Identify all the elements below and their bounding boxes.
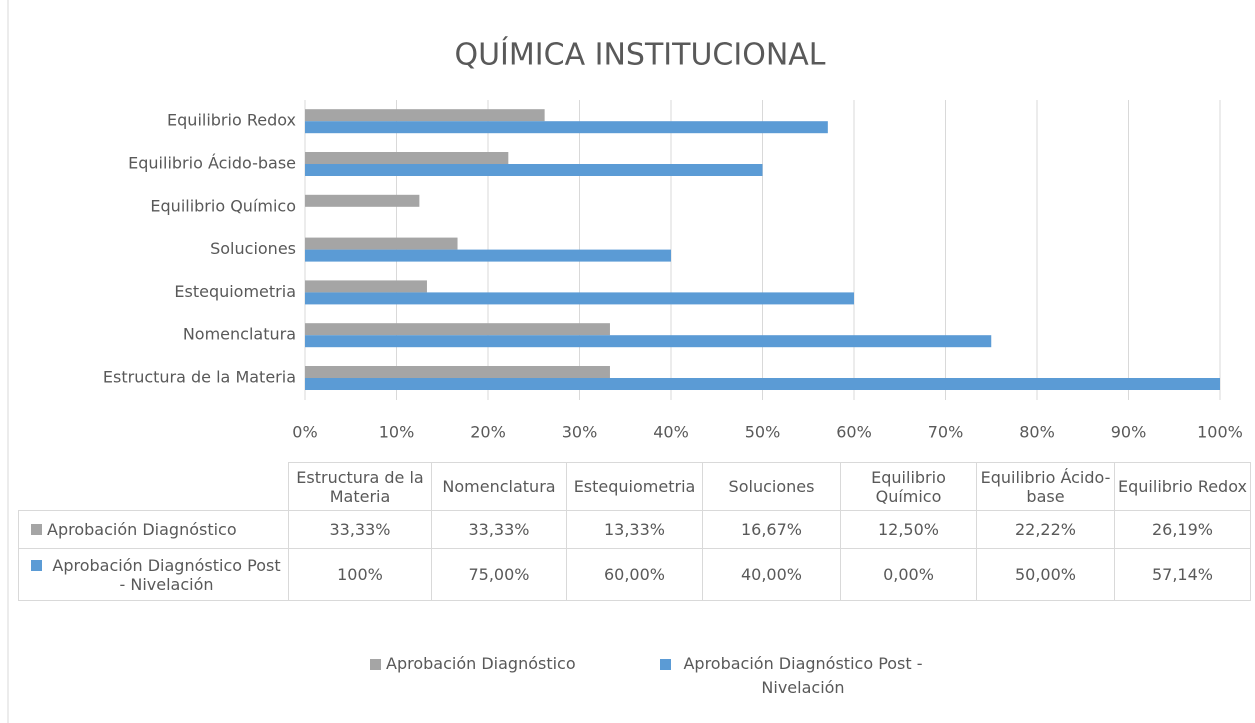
bar — [305, 378, 1220, 390]
y-tick-label: Nomenclatura — [183, 325, 296, 344]
bar — [305, 164, 763, 176]
table-header: Soluciones — [702, 462, 841, 511]
legend-label: Aprobación Diagnóstico Post - Nivelación — [683, 654, 923, 697]
legend-key — [660, 659, 671, 670]
table-row-header: Aprobación Diagnóstico — [18, 510, 289, 549]
bar — [305, 249, 671, 262]
y-tick-label: Equilibrio Ácido-base — [128, 154, 296, 173]
series-name: Aprobación Diagnóstico — [47, 520, 237, 539]
table-value: 16,67% — [702, 510, 841, 549]
table-header: Estequiometria — [566, 462, 703, 511]
table-value: 100% — [288, 548, 432, 601]
x-tick-label: 100% — [1197, 423, 1243, 442]
x-tick-label: 90% — [1111, 423, 1147, 442]
legend-key — [31, 524, 42, 535]
table-value: 57,14% — [1114, 548, 1251, 601]
x-tick-label: 60% — [836, 423, 872, 442]
table-value: 50,00% — [976, 548, 1115, 601]
y-tick-label: Soluciones — [210, 239, 296, 258]
bar — [305, 152, 509, 164]
legend-label: Aprobación Diagnóstico — [386, 654, 576, 673]
bar — [305, 280, 427, 293]
bar — [305, 237, 458, 250]
bar — [305, 335, 992, 348]
legend-item: Aprobación Diagnóstico Post - Nivelación — [660, 652, 930, 700]
bar — [305, 292, 854, 305]
table-header: Equilibrio Químico — [840, 462, 977, 511]
chart-title: QUÍMICA INSTITUCIONAL — [454, 37, 825, 73]
y-tick-label: Equilibrio Redox — [167, 111, 296, 130]
table-value: 13,33% — [566, 510, 703, 549]
table-value: 75,00% — [431, 548, 567, 601]
table-value: 40,00% — [702, 548, 841, 601]
legend-key — [31, 560, 42, 571]
table-value: 22,22% — [976, 510, 1115, 549]
table-header: Nomenclatura — [431, 462, 567, 511]
bar — [305, 366, 610, 378]
table-value: 33,33% — [288, 510, 432, 549]
legend-item: Aprobación Diagnóstico — [370, 652, 630, 676]
x-tick-label: 70% — [928, 423, 964, 442]
table-value: 33,33% — [431, 510, 567, 549]
x-tick-label: 0% — [292, 423, 317, 442]
x-tick-label: 30% — [562, 423, 598, 442]
x-tick-label: 10% — [379, 423, 415, 442]
table-value: 0,00% — [840, 548, 977, 601]
table-value: 26,19% — [1114, 510, 1251, 549]
y-tick-label: Estequiometria — [174, 282, 296, 301]
bar — [305, 121, 828, 134]
x-tick-label: 20% — [470, 423, 506, 442]
legend-key — [370, 659, 381, 670]
x-tick-label: 40% — [653, 423, 689, 442]
table-value: 12,50% — [840, 510, 977, 549]
bar — [305, 323, 610, 336]
y-tick-label: Equilibrio Químico — [150, 196, 296, 215]
x-tick-label: 80% — [1019, 423, 1055, 442]
table-header: Estructura de la Materia — [288, 462, 432, 511]
y-tick-label: Estructura de la Materia — [103, 368, 296, 387]
table-row-header: Aprobación Diagnóstico Post - Nivelación — [18, 548, 289, 601]
bar — [305, 109, 545, 122]
table-header: Equilibrio Ácido-base — [976, 462, 1115, 511]
x-tick-label: 50% — [745, 423, 781, 442]
table-value: 60,00% — [566, 548, 703, 601]
table-header: Equilibrio Redox — [1114, 462, 1251, 511]
bar — [305, 194, 420, 207]
series-name: Aprobación Diagnóstico Post - Nivelación — [52, 555, 281, 594]
